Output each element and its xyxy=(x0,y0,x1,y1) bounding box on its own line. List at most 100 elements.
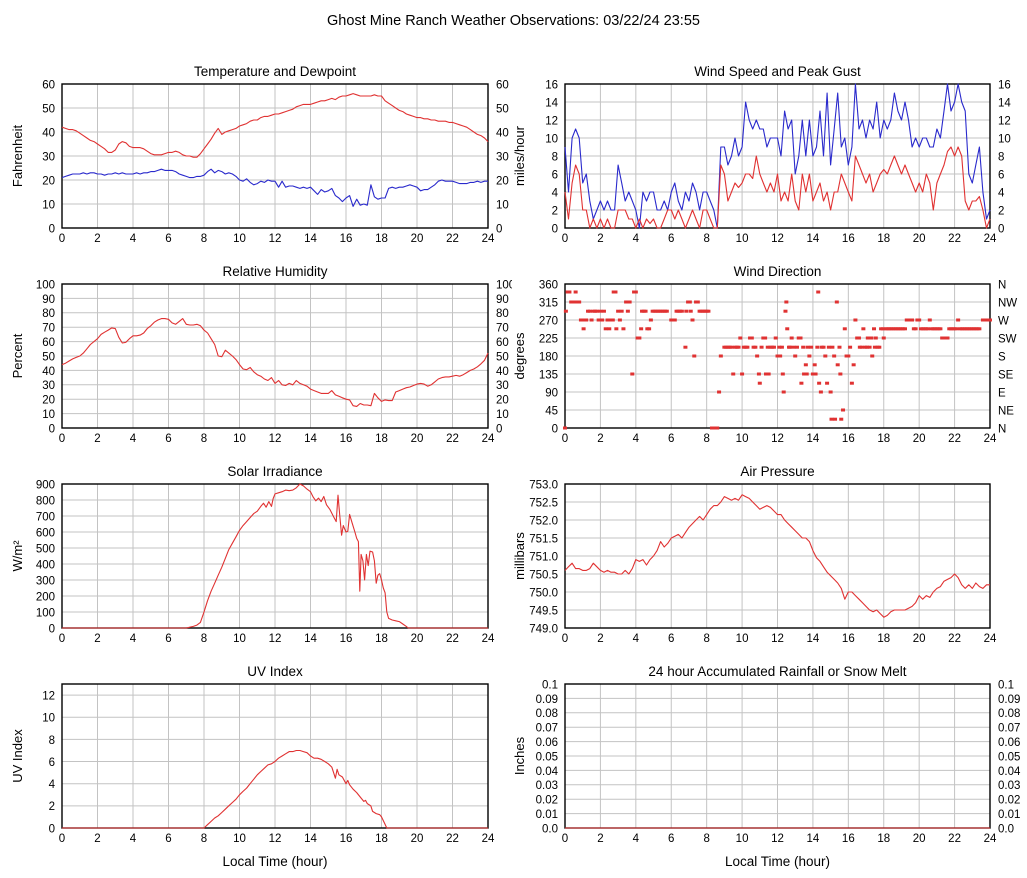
svg-text:0.01: 0.01 xyxy=(536,809,558,821)
svg-text:N: N xyxy=(998,279,1006,291)
svg-text:0: 0 xyxy=(562,233,568,245)
svg-text:16: 16 xyxy=(842,833,855,845)
svg-text:700: 700 xyxy=(36,511,55,523)
svg-text:22: 22 xyxy=(948,433,961,445)
svg-text:Local Time (hour): Local Time (hour) xyxy=(222,854,327,869)
svg-text:14: 14 xyxy=(304,433,317,445)
chart-uv-index: 0 2 4 6 8 10 12 14 16 18 20 22 24 0 2 4 6 8 10 12 UV Index UV… xyxy=(0,660,512,878)
svg-text:60: 60 xyxy=(496,79,509,91)
svg-text:24: 24 xyxy=(482,833,495,845)
svg-text:20: 20 xyxy=(496,395,509,407)
svg-text:Fahrenheit: Fahrenheit xyxy=(10,125,25,188)
svg-text:24: 24 xyxy=(482,433,495,445)
svg-text:Inches: Inches xyxy=(512,736,527,775)
svg-text:16: 16 xyxy=(998,79,1011,91)
svg-text:2: 2 xyxy=(597,833,603,845)
svg-text:0.05: 0.05 xyxy=(998,751,1020,763)
svg-text:18: 18 xyxy=(877,833,890,845)
chart-solar-irradiance: 0 2 4 6 8 10 12 14 16 18 20 22 24 0 100 200 300 400 500 600… xyxy=(0,460,512,660)
svg-text:24: 24 xyxy=(482,633,495,645)
svg-text:22: 22 xyxy=(446,433,459,445)
svg-text:18: 18 xyxy=(877,233,890,245)
svg-text:16: 16 xyxy=(842,233,855,245)
svg-text:4: 4 xyxy=(552,187,559,199)
svg-text:135: 135 xyxy=(539,369,558,381)
svg-text:miles/hour: miles/hour xyxy=(512,125,527,186)
svg-text:0: 0 xyxy=(562,433,568,445)
svg-text:6: 6 xyxy=(552,169,558,181)
svg-text:6: 6 xyxy=(165,433,171,445)
svg-text:60: 60 xyxy=(42,337,55,349)
svg-text:22: 22 xyxy=(948,633,961,645)
svg-text:Air Pressure: Air Pressure xyxy=(740,464,814,479)
svg-text:751.0: 751.0 xyxy=(529,551,558,563)
svg-text:Wind Direction: Wind Direction xyxy=(734,264,822,279)
svg-text:30: 30 xyxy=(42,380,55,392)
svg-text:24: 24 xyxy=(984,233,997,245)
svg-text:0: 0 xyxy=(59,233,65,245)
svg-text:24: 24 xyxy=(984,433,997,445)
svg-text:750.0: 750.0 xyxy=(529,587,558,599)
svg-text:0.02: 0.02 xyxy=(998,795,1020,807)
svg-text:20: 20 xyxy=(913,633,926,645)
svg-text:E: E xyxy=(998,387,1006,399)
svg-text:8: 8 xyxy=(201,833,207,845)
svg-text:0: 0 xyxy=(496,223,502,235)
svg-text:14: 14 xyxy=(304,633,317,645)
svg-text:180: 180 xyxy=(539,351,558,363)
svg-text:0: 0 xyxy=(562,633,568,645)
svg-text:24: 24 xyxy=(482,233,495,245)
svg-text:4: 4 xyxy=(130,833,137,845)
svg-text:4: 4 xyxy=(998,187,1005,199)
svg-text:0.07: 0.07 xyxy=(998,723,1020,735)
svg-text:20: 20 xyxy=(411,833,424,845)
svg-text:0.02: 0.02 xyxy=(536,795,558,807)
svg-text:4: 4 xyxy=(633,633,640,645)
svg-text:2: 2 xyxy=(49,801,55,813)
svg-text:18: 18 xyxy=(375,833,388,845)
svg-text:10: 10 xyxy=(736,633,749,645)
svg-text:2: 2 xyxy=(94,233,100,245)
svg-text:22: 22 xyxy=(446,233,459,245)
svg-text:749.5: 749.5 xyxy=(529,605,558,617)
svg-text:10: 10 xyxy=(233,233,246,245)
svg-text:10: 10 xyxy=(42,713,55,725)
chart-wind-direction: 0 2 4 6 8 10 12 14 16 18 20 22 24 0 45 90 135 180 225 270 31… xyxy=(512,260,1027,460)
page-header: Ghost Mine Ranch Weather Observations: 0… xyxy=(0,0,1027,60)
chart-row-3: 0 2 4 6 8 10 12 14 16 18 20 22 24 0 100 200 300 400 500 600… xyxy=(0,460,1027,660)
svg-text:18: 18 xyxy=(877,633,890,645)
svg-text:4: 4 xyxy=(633,833,640,845)
svg-text:0: 0 xyxy=(59,633,65,645)
svg-text:4: 4 xyxy=(633,433,640,445)
svg-text:750.5: 750.5 xyxy=(529,569,558,581)
svg-text:0.04: 0.04 xyxy=(998,766,1021,778)
svg-text:0: 0 xyxy=(59,433,65,445)
svg-text:315: 315 xyxy=(539,297,558,309)
svg-text:30: 30 xyxy=(496,151,509,163)
svg-text:12: 12 xyxy=(269,833,282,845)
svg-text:Relative Humidity: Relative Humidity xyxy=(222,264,327,279)
svg-text:6: 6 xyxy=(165,633,171,645)
svg-text:8: 8 xyxy=(998,151,1004,163)
svg-text:70: 70 xyxy=(42,323,55,335)
svg-text:Wind Speed and Peak Gust: Wind Speed and Peak Gust xyxy=(694,64,861,79)
svg-text:16: 16 xyxy=(340,633,353,645)
svg-text:14: 14 xyxy=(304,833,317,845)
svg-text:20: 20 xyxy=(913,233,926,245)
svg-text:6: 6 xyxy=(49,757,55,769)
page-title: Ghost Mine Ranch Weather Observations: 0… xyxy=(327,13,700,29)
svg-text:0.04: 0.04 xyxy=(536,766,559,778)
svg-text:50: 50 xyxy=(42,351,55,363)
svg-text:0.05: 0.05 xyxy=(536,751,558,763)
svg-text:6: 6 xyxy=(668,633,674,645)
svg-text:10: 10 xyxy=(42,409,55,421)
svg-text:4: 4 xyxy=(130,433,137,445)
svg-text:4: 4 xyxy=(633,233,640,245)
svg-text:0.0: 0.0 xyxy=(998,823,1014,835)
svg-text:10: 10 xyxy=(736,233,749,245)
svg-text:20: 20 xyxy=(411,433,424,445)
svg-text:18: 18 xyxy=(375,433,388,445)
chart-row-4: 0 2 4 6 8 10 12 14 16 18 20 22 24 0 2 4 6 8 10 12 UV Index UV… xyxy=(0,660,1027,878)
svg-text:6: 6 xyxy=(668,833,674,845)
svg-text:0.06: 0.06 xyxy=(536,737,558,749)
